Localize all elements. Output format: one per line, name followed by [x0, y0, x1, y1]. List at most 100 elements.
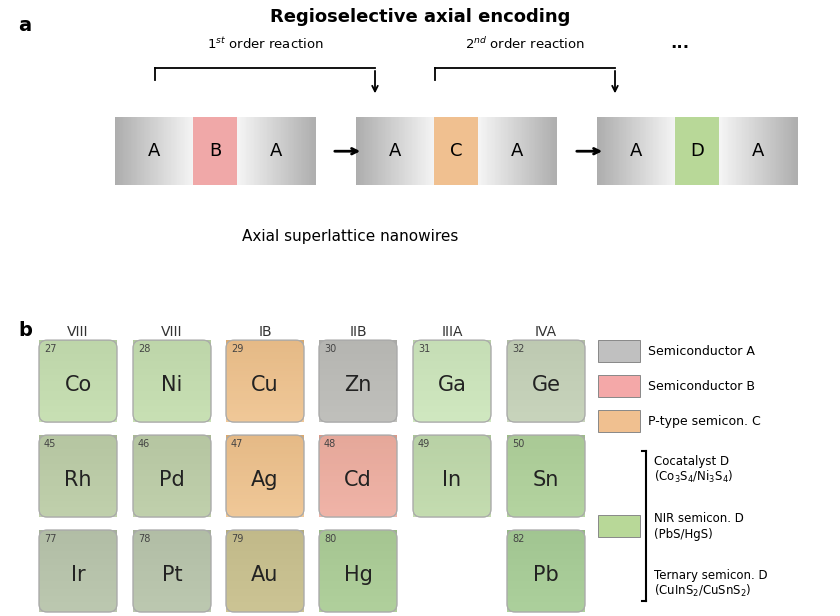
Bar: [413, 443, 491, 445]
Bar: [413, 379, 491, 381]
Bar: [495, 117, 496, 185]
Bar: [507, 599, 585, 602]
Bar: [39, 477, 117, 480]
Bar: [413, 397, 491, 400]
Bar: [507, 595, 585, 598]
Text: 77: 77: [44, 534, 56, 544]
Bar: [507, 411, 585, 414]
Bar: [319, 440, 397, 444]
Bar: [39, 548, 117, 551]
Bar: [361, 117, 363, 185]
Bar: [507, 552, 585, 554]
Bar: [672, 117, 675, 185]
Bar: [133, 449, 211, 452]
Bar: [250, 117, 252, 185]
Bar: [413, 117, 415, 185]
Bar: [226, 540, 304, 542]
Bar: [226, 607, 304, 610]
Bar: [39, 457, 117, 460]
Bar: [400, 117, 402, 185]
Bar: [633, 117, 635, 185]
Bar: [319, 561, 397, 563]
Bar: [39, 397, 117, 400]
Bar: [226, 480, 304, 482]
FancyBboxPatch shape: [598, 375, 640, 397]
Bar: [507, 506, 585, 509]
Bar: [265, 117, 267, 185]
Bar: [132, 117, 134, 185]
Bar: [413, 413, 491, 416]
Bar: [226, 558, 304, 561]
Bar: [413, 370, 491, 373]
Bar: [226, 393, 304, 395]
Bar: [507, 383, 585, 385]
Bar: [507, 418, 585, 420]
Bar: [142, 117, 144, 185]
FancyBboxPatch shape: [133, 530, 211, 612]
Bar: [133, 530, 211, 532]
Bar: [39, 583, 117, 585]
Text: Rh: Rh: [64, 470, 92, 490]
Bar: [507, 437, 585, 439]
Bar: [413, 383, 491, 385]
Bar: [226, 339, 304, 342]
Bar: [528, 117, 531, 185]
Bar: [226, 513, 304, 515]
Bar: [154, 117, 155, 185]
Bar: [312, 117, 314, 185]
Bar: [413, 474, 491, 476]
Bar: [507, 502, 585, 505]
Bar: [39, 370, 117, 373]
Bar: [226, 413, 304, 416]
Bar: [404, 117, 406, 185]
Bar: [226, 542, 304, 545]
Text: IB: IB: [258, 325, 272, 339]
Bar: [413, 391, 491, 394]
Bar: [319, 437, 397, 439]
Bar: [793, 117, 795, 185]
Bar: [413, 418, 491, 420]
Bar: [39, 474, 117, 476]
Bar: [133, 383, 211, 385]
Bar: [133, 593, 211, 596]
Bar: [285, 117, 287, 185]
Bar: [226, 385, 304, 387]
Bar: [507, 538, 585, 540]
Bar: [133, 536, 211, 538]
Bar: [483, 117, 485, 185]
Bar: [226, 399, 304, 402]
Bar: [319, 413, 397, 416]
Bar: [478, 117, 480, 185]
Bar: [226, 595, 304, 598]
Bar: [286, 117, 288, 185]
Bar: [359, 117, 360, 185]
Bar: [319, 581, 397, 583]
Bar: [507, 413, 585, 416]
Bar: [134, 117, 136, 185]
Bar: [226, 461, 304, 464]
Bar: [319, 445, 397, 447]
Bar: [226, 561, 304, 563]
Bar: [239, 117, 241, 185]
Bar: [39, 395, 117, 397]
Bar: [507, 550, 585, 553]
Bar: [392, 117, 394, 185]
Text: VIII: VIII: [161, 325, 183, 339]
Bar: [731, 117, 732, 185]
Bar: [363, 117, 365, 185]
Bar: [780, 117, 782, 185]
Bar: [39, 595, 117, 598]
Bar: [507, 375, 585, 377]
Bar: [319, 562, 397, 565]
Bar: [507, 457, 585, 460]
Bar: [133, 606, 211, 608]
Text: 28: 28: [138, 344, 150, 354]
Bar: [226, 606, 304, 608]
Bar: [507, 471, 585, 474]
Bar: [133, 418, 211, 420]
Bar: [226, 474, 304, 476]
Bar: [39, 488, 117, 490]
FancyBboxPatch shape: [133, 340, 211, 422]
Bar: [133, 443, 211, 445]
Bar: [507, 601, 585, 604]
